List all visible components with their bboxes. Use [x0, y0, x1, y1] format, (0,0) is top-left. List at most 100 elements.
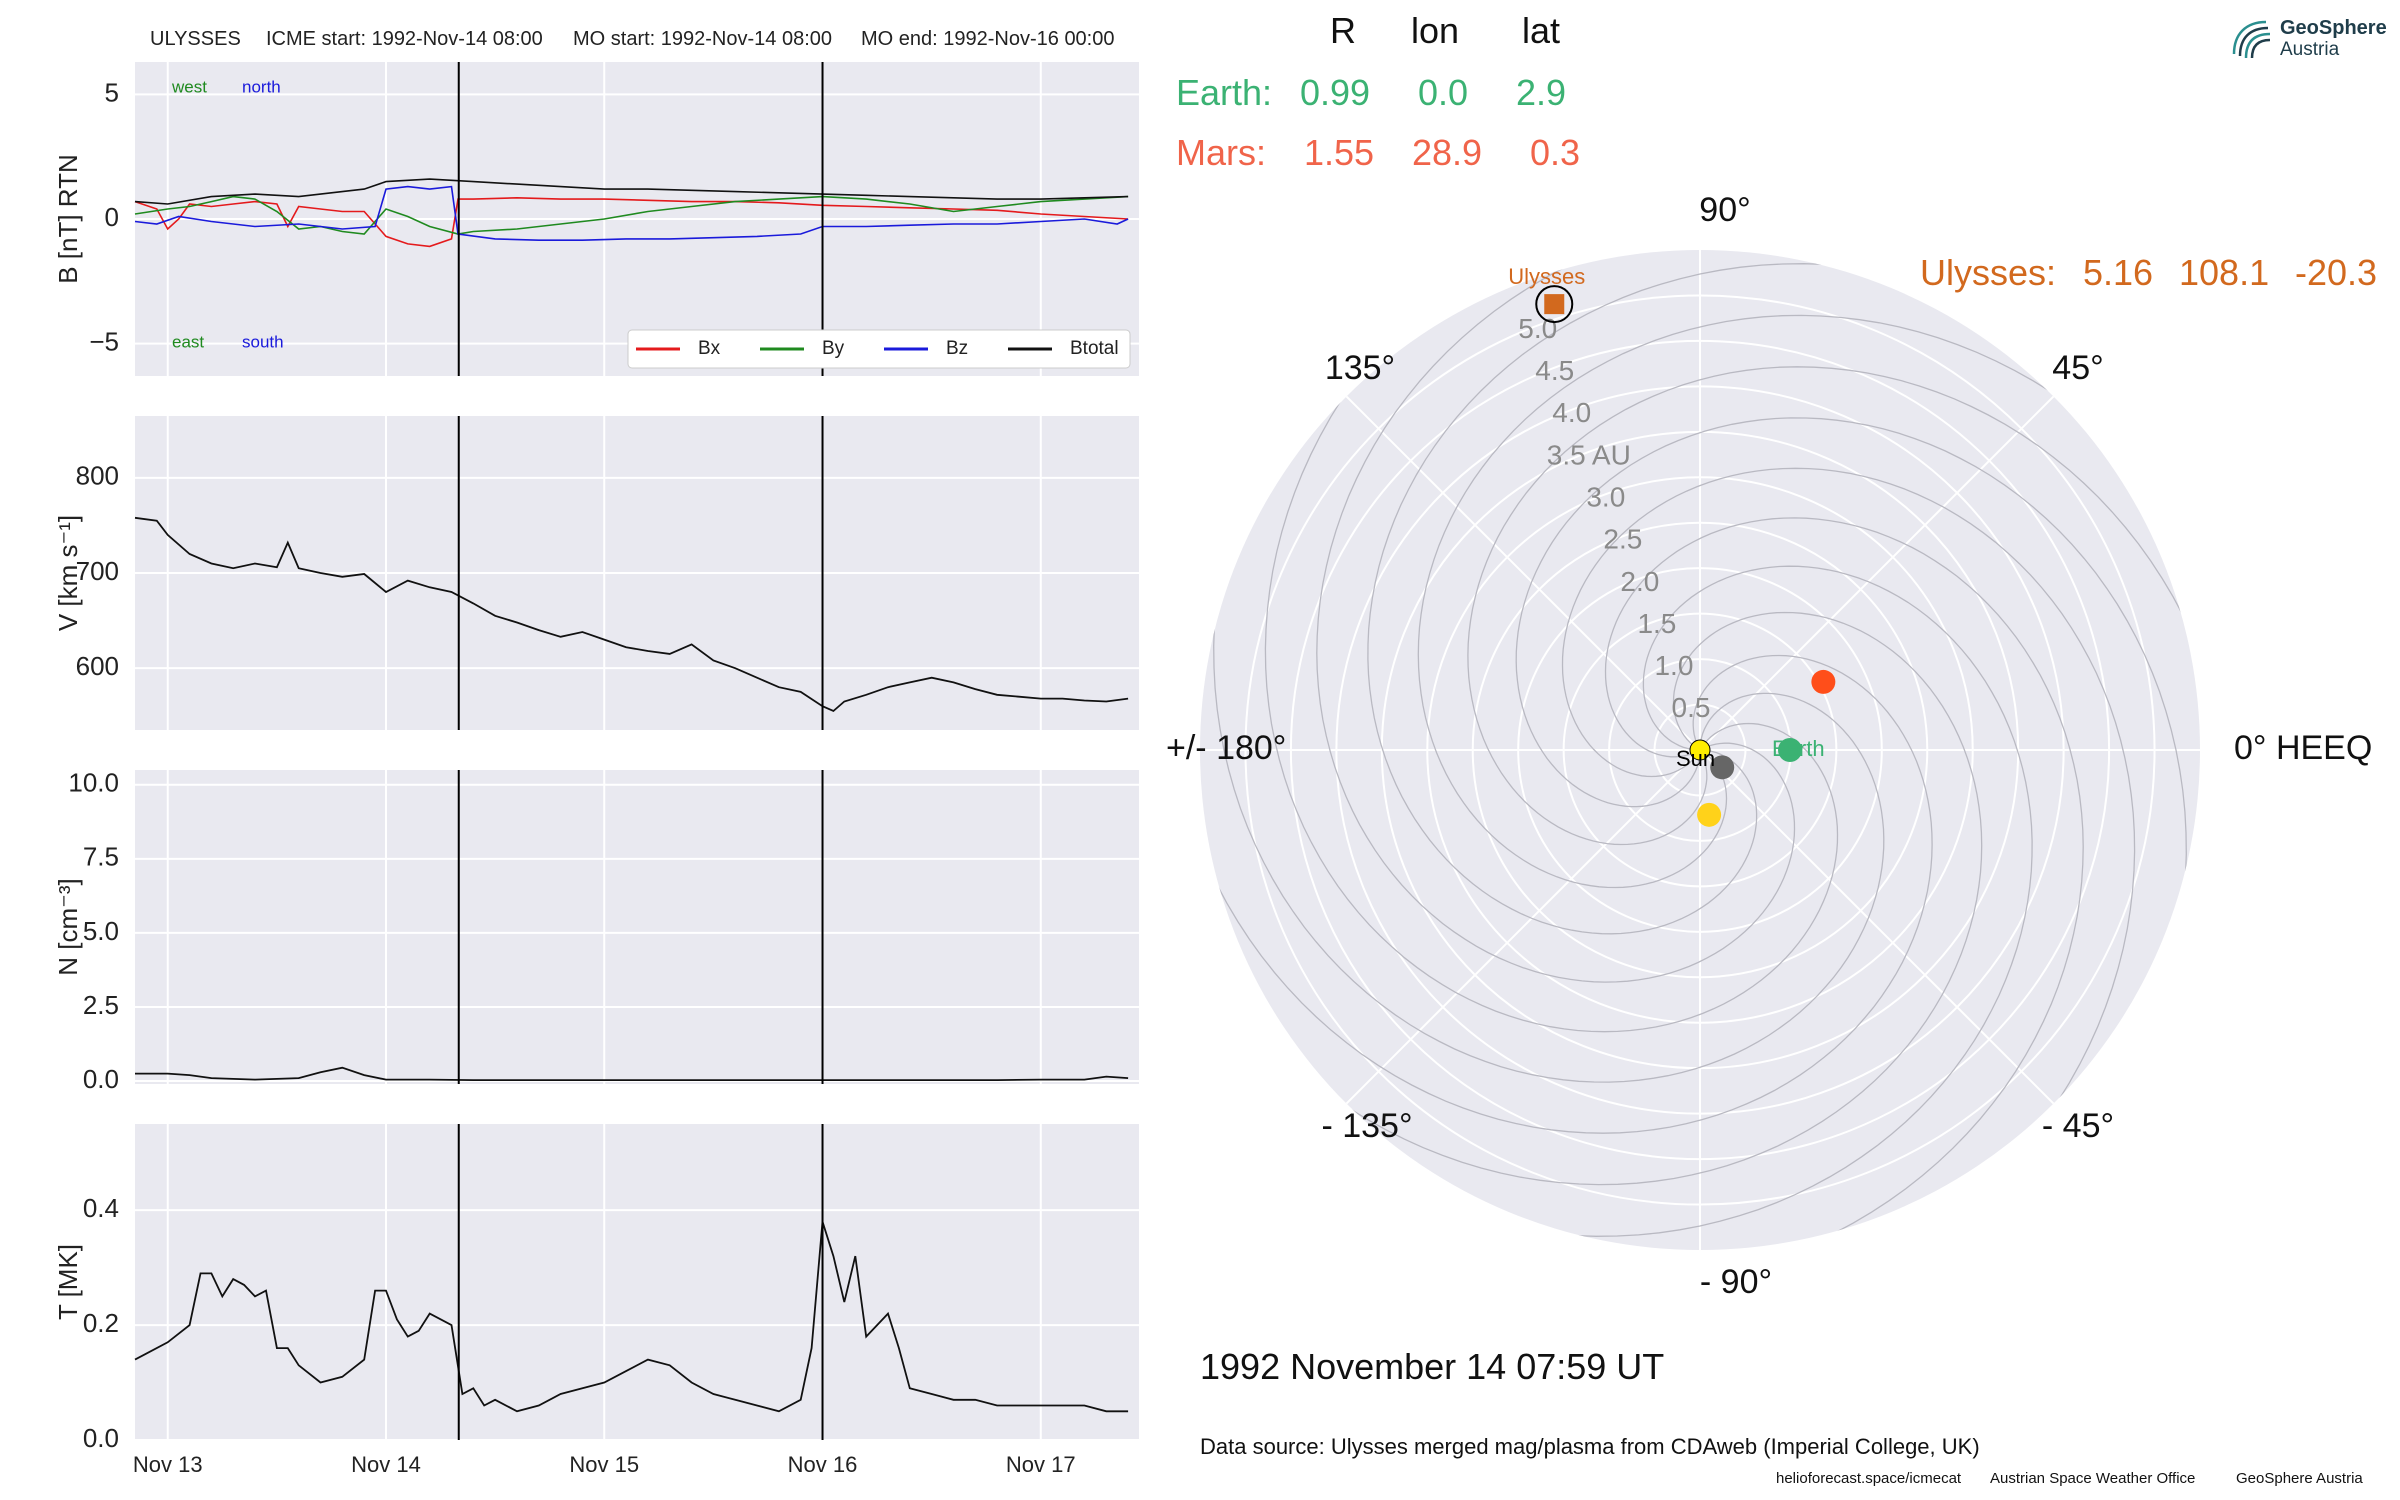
header-spacecraft: ULYSSES — [150, 28, 241, 50]
y-tick-label: 5 — [105, 77, 119, 107]
mars-marker — [1811, 669, 1836, 694]
header-mo-end: MO end: 1992-Nov-16 00:00 — [861, 28, 1115, 50]
y-tick-label: 0.4 — [83, 1193, 119, 1223]
annotation-south: south — [242, 332, 284, 351]
y-tick-label: 0.0 — [83, 1064, 119, 1094]
annotation-east: east — [172, 332, 204, 351]
table-col-lon: lon — [1411, 10, 1460, 51]
x-tick-label: Nov 17 — [1006, 1452, 1076, 1477]
polar-r-label: 2.0 — [1620, 566, 1659, 597]
earth-label: Earth: — [1176, 72, 1273, 113]
spiral-line — [1531, 565, 2033, 1237]
series-line-by — [134, 195, 1129, 235]
spiral-group — [1200, 250, 2200, 1250]
polar-angle-label: - 45° — [2042, 1107, 2114, 1145]
table-col-r: R — [1330, 10, 1356, 51]
polar-r-label: 4.0 — [1552, 397, 1591, 428]
sun-marker — [1689, 739, 1711, 761]
spiral-line — [1515, 417, 2187, 919]
y-tick-label: 600 — [76, 651, 119, 681]
polar-angle-label: 45° — [2052, 349, 2103, 387]
polar-r-label: 3.5 AU — [1547, 439, 1631, 470]
polar-angle-label: - 135° — [1321, 1107, 1412, 1145]
polar-angular-grid — [1345, 395, 1701, 751]
y-axis-label: B [nT] RTN — [53, 154, 83, 284]
polar-angle-label: +/- 180° — [1166, 729, 1286, 767]
x-tick-label: Nov 13 — [133, 1452, 203, 1477]
polar-angular-grid — [1699, 395, 2055, 751]
sun-label: Sun — [1676, 746, 1715, 771]
y-tick-label: 800 — [76, 461, 119, 491]
series-line — [134, 1221, 1129, 1413]
header-mo-start: MO start: 1992-Nov-14 08:00 — [573, 28, 833, 50]
timestamp: 1992 November 14 07:59 UT — [1200, 1346, 1665, 1387]
y-axis-label: N [cm⁻³] — [53, 878, 83, 976]
panel-4-background — [135, 1124, 1139, 1440]
footer-org1: Austrian Space Weather Office — [1990, 1470, 2196, 1487]
y-axis-label: T [MK] — [53, 1244, 83, 1320]
polar-r-label: 1.0 — [1654, 650, 1693, 681]
y-tick-label: 7.5 — [83, 842, 119, 872]
x-tick-label: Nov 16 — [788, 1452, 858, 1477]
spiral-line — [1367, 263, 1869, 935]
footer-org2: GeoSphere Austria — [2236, 1470, 2363, 1487]
spiral-line — [1313, 611, 1983, 1186]
earth-lon: 0.0 — [1418, 72, 1469, 113]
mars-lat: 0.3 — [1530, 132, 1581, 173]
y-tick-label: −5 — [89, 326, 119, 356]
polar-r-label: 0.5 — [1672, 692, 1711, 723]
spiral-line — [1561, 467, 2136, 1137]
header-icme-start: ICME start: 1992-Nov-14 08:00 — [266, 28, 543, 50]
legend-label-bz: Bz — [946, 338, 968, 359]
polar-angular-grid — [1345, 749, 1701, 1105]
spiral-line — [1417, 314, 2087, 889]
polar-angular-grid — [1699, 749, 2055, 1105]
ulysses-label: Ulysses: — [1920, 252, 2057, 293]
polar-angle-label: 135° — [1325, 349, 1395, 387]
geosphere-logo-icon — [2232, 20, 2271, 59]
series-line — [134, 516, 1129, 713]
mars-r: 1.55 — [1304, 132, 1375, 173]
polar-r-label: 3.0 — [1586, 482, 1625, 513]
logo-line2: Austria — [2280, 39, 2340, 60]
x-tick-label: Nov 15 — [569, 1452, 639, 1477]
polar-r-label: 1.5 — [1637, 608, 1676, 639]
ulysses-lat: -20.3 — [2295, 252, 2378, 293]
polar-angle-label: 0° HEEQ — [2234, 729, 2372, 767]
y-tick-label: 10.0 — [68, 768, 119, 798]
series-line-btotal — [134, 178, 1129, 205]
earth-r: 0.99 — [1300, 72, 1371, 113]
annotation-west: west — [171, 77, 207, 96]
y-tick-label: 0.2 — [83, 1308, 119, 1338]
spiral-line — [1213, 581, 1885, 1083]
polar-r-label: 4.5 — [1535, 355, 1574, 386]
mercury-marker — [1710, 755, 1735, 780]
earth-marker — [1778, 738, 1802, 762]
y-tick-label: 700 — [76, 556, 119, 586]
polar-r-label: 5.0 — [1518, 313, 1557, 344]
ulysses-marker — [1544, 294, 1565, 315]
venus-marker — [1697, 802, 1722, 827]
legend-label-by: By — [822, 338, 845, 359]
annotation-north: north — [242, 77, 281, 96]
mars-label: Mars: — [1176, 132, 1266, 173]
x-tick-label: Nov 14 — [351, 1452, 421, 1477]
footer-link[interactable]: helioforecast.space/icmecat — [1776, 1470, 1962, 1487]
spiral-line — [1467, 366, 2200, 846]
y-tick-label: 0 — [105, 202, 119, 232]
spiral-line — [1264, 363, 1839, 1033]
series-line-bx — [134, 196, 1129, 248]
y-tick-label: 5.0 — [83, 916, 119, 946]
data-source: Data source: Ulysses merged mag/plasma f… — [1200, 1434, 1980, 1459]
ulysses-lon: 108.1 — [2179, 252, 2270, 293]
polar-angle-label: - 90° — [1700, 1263, 1772, 1301]
y-axis-label: V [km s⁻¹] — [53, 515, 83, 631]
y-tick-label: 2.5 — [83, 990, 119, 1020]
spiral-line — [1604, 517, 2084, 1250]
spiral-line — [1200, 654, 1933, 1134]
legend-box — [627, 329, 1131, 369]
y-tick-label: 0.0 — [83, 1423, 119, 1453]
table-col-lat: lat — [1522, 10, 1561, 51]
ulysses-r: 5.16 — [2083, 252, 2154, 293]
